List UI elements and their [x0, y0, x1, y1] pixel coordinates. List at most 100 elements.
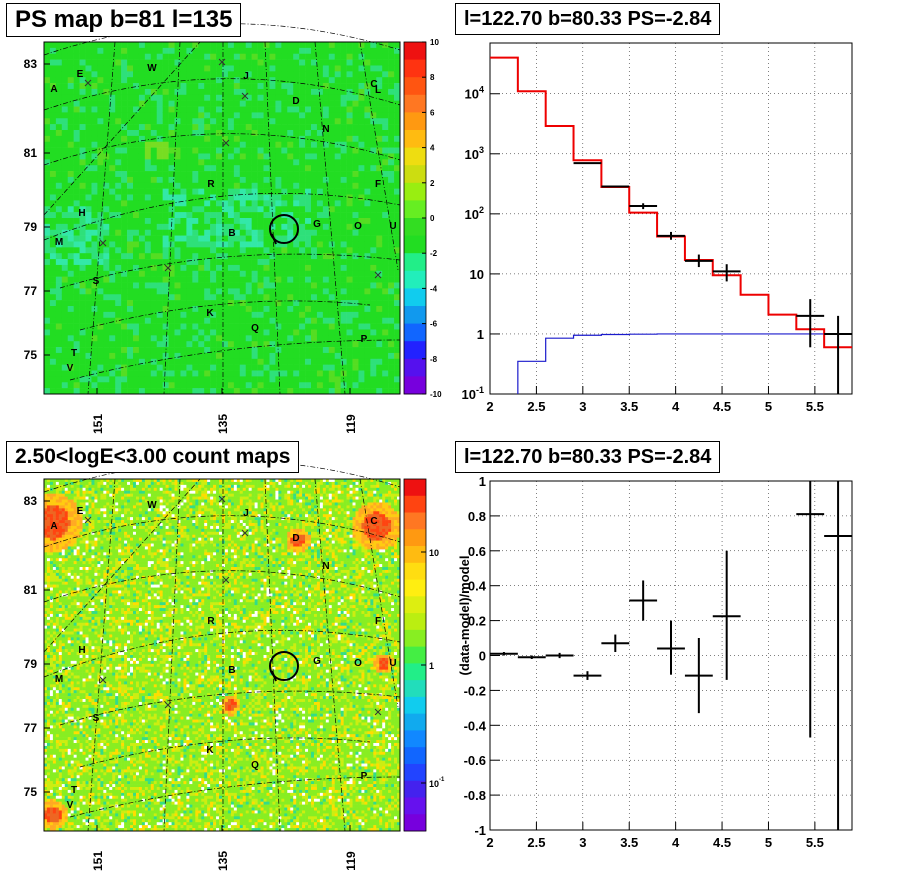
map-ytick-81: 81: [24, 146, 38, 160]
colorbar-tick--6: -6: [430, 320, 438, 329]
residual-ytick-0: 0: [479, 649, 486, 664]
residual-ytick-0.8: 0.8: [468, 509, 486, 524]
spectrum-ytick-10^2: 102: [465, 205, 484, 222]
residual-ylabel: (data-model)/model: [457, 556, 472, 676]
data-points: [573, 162, 852, 394]
spectrum-xtick-3.5: 3.5: [620, 399, 638, 414]
colorbar-tick-10^-1: 10-1: [429, 777, 445, 789]
colorbar-tick--10: -10: [430, 390, 442, 399]
spectrum-xtick-2.5: 2.5: [527, 399, 545, 414]
colorbar: [404, 479, 426, 832]
map-xtick-151: 151: [91, 414, 105, 434]
count-map-panel: A E W J C D N R F H B G O U M S K Q P T V 83 81 79 77 75 151 135 119…: [0, 437, 449, 875]
map-xtick-135: 135: [216, 414, 230, 434]
data-point: [684, 254, 713, 268]
source-label-N: N: [322, 124, 329, 135]
source-label-G: G: [313, 656, 321, 667]
residual-point: [824, 481, 852, 830]
source-label-G: G: [313, 219, 321, 230]
background-model-line: [517, 333, 852, 394]
spectrum-ytick-10^4: 104: [465, 85, 484, 102]
residual-ytick--0.2: -0.2: [464, 683, 486, 698]
colorbar-tick-0: 0: [430, 214, 435, 223]
residual-xtick-5.5: 5.5: [806, 835, 824, 850]
spectrum-ytick-10^3: 103: [465, 145, 484, 162]
map-ytick-83: 83: [24, 57, 38, 71]
map-ytick-79: 79: [24, 220, 38, 234]
map-source-markers: [84, 495, 382, 716]
source-label-H: H: [78, 208, 85, 219]
data-point: [657, 231, 685, 240]
spectrum-title: l=122.70 b=80.33 PS=-2.84: [455, 3, 721, 35]
spectrum-panel: 2 2.5 3 3.5 4 4.5 5 5.5 104 103 102 10 1 10-1 l=122.7…: [449, 0, 898, 437]
residual-panel: 2 2.5 3 3.5 4 4.5 5 5.5 1 0.8 0.6 0.4 0.2 0 -0.2 -0.4 -0…: [449, 437, 898, 875]
source-label-S: S: [93, 276, 100, 287]
source-label-T: T: [71, 348, 77, 359]
source-label-W: W: [147, 500, 157, 511]
residual-xtick-4: 4: [672, 835, 680, 850]
source-label-U: U: [389, 221, 396, 232]
map-source-labels: A E W J C D N R F H B G O U M S K Q P TV: [50, 500, 396, 811]
target-circle-tick: [271, 670, 277, 682]
colorbar-frame: [403, 41, 427, 395]
source-label-D: D: [292, 96, 299, 107]
spectrum-frame: [489, 42, 853, 395]
residual-title: l=122.70 b=80.33 PS=-2.84: [455, 441, 721, 473]
residual-xtick-2.5: 2.5: [527, 835, 545, 850]
source-label-A: A: [50, 84, 57, 95]
colorbar-tick-10: 10: [430, 38, 439, 47]
residual-xtick-2: 2: [486, 835, 493, 850]
residual-xtick-4.5: 4.5: [713, 835, 731, 850]
residual-ytick--1: -1: [474, 823, 486, 838]
spectrum-xtick-5: 5: [765, 399, 772, 414]
map-xtick-151: 151: [91, 851, 105, 871]
map-source-markers: [84, 58, 382, 279]
residual-point: [796, 481, 825, 738]
map-xtick-135: 135: [216, 851, 230, 871]
source-label-P: P: [361, 334, 368, 345]
source-label-E: E: [77, 69, 84, 80]
ps-map-title: PS map b=81 l=135: [6, 3, 242, 37]
source-label-C: C: [370, 516, 377, 527]
spectrum-ytick-10^-1: 10-1: [462, 385, 484, 402]
data-point: [824, 315, 852, 394]
source-label-R: R: [207, 179, 215, 190]
spectrum-xtick-4: 4: [672, 399, 680, 414]
data-point: [712, 264, 741, 282]
colorbar-tick-6: 6: [430, 108, 435, 117]
spectrum-xtick-5.5: 5.5: [806, 399, 824, 414]
map-ytick-75: 75: [24, 348, 38, 362]
residual-xtick-5: 5: [765, 835, 772, 850]
spectrum-ytick-1: 1: [477, 327, 484, 342]
source-label-O: O: [354, 221, 362, 232]
source-label-N: N: [322, 561, 329, 572]
ps-map-panel: A E W J C L D N R F H B G O U M S K Q P T V 83 81 79 77 75 151 135 11…: [0, 0, 449, 437]
source-label-M: M: [55, 674, 63, 685]
residual-point: [657, 620, 685, 675]
map-ytick-81: 81: [24, 583, 38, 597]
source-label-B: B: [228, 228, 235, 239]
source-label-B: B: [228, 665, 235, 676]
colorbar-tick--2: -2: [430, 249, 438, 258]
spectrum-ytick-10: 10: [470, 267, 484, 282]
source-label-J: J: [243, 508, 249, 519]
colorbar-tick-10: 10: [429, 548, 439, 558]
source-label-K: K: [206, 308, 214, 319]
source-label-M: M: [55, 237, 63, 248]
residual-ytick-0.4: 0.4: [468, 579, 487, 594]
count-map: A E W J C D N R F H B G O U M S K Q P TV 83 81 79 77 75 151 135 119…: [24, 460, 445, 871]
source-label-S: S: [93, 713, 100, 724]
residual-ytick--0.8: -0.8: [464, 788, 486, 803]
colorbar-tick-1: 1: [429, 661, 434, 671]
count-map-title: 2.50<logE<3.00 count maps: [6, 441, 300, 473]
source-label-E: E: [77, 506, 84, 517]
source-label-Q: Q: [251, 760, 259, 771]
residual-xtick-3.5: 3.5: [620, 835, 638, 850]
residual-ytick-1: 1: [479, 474, 486, 489]
map-xtick-119: 119: [344, 851, 358, 871]
residual-point: [545, 652, 574, 659]
map-pixels: [44, 42, 401, 395]
residual-points: [490, 481, 852, 830]
target-circle-tick: [271, 233, 277, 245]
residual-point: [629, 580, 658, 621]
